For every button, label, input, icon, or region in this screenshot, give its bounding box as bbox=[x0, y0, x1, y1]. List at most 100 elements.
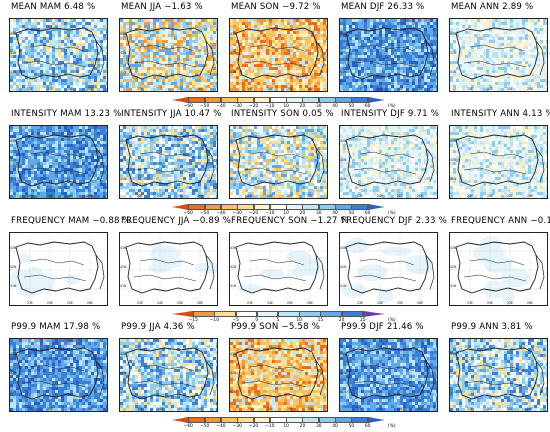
country-border bbox=[345, 27, 429, 80]
panel-title: MEAN MAM 6.48 % bbox=[11, 2, 96, 12]
longitude-tick-label: 23E bbox=[357, 194, 364, 198]
colorbar-swatch bbox=[335, 97, 352, 103]
panel-title: INTENSITY MAM 13.23 % bbox=[11, 109, 122, 119]
colorbar-tick-label: 10 bbox=[283, 104, 289, 109]
latitude-tick-label: 43N bbox=[340, 139, 347, 143]
map-field bbox=[10, 19, 107, 91]
latitude-tick-label: 42N bbox=[450, 371, 457, 375]
region-border bbox=[359, 44, 415, 52]
colorbar-swatch bbox=[188, 97, 206, 103]
latitude-tick-label: 41N bbox=[340, 177, 347, 181]
map-field bbox=[10, 339, 107, 411]
region-border bbox=[133, 60, 197, 68]
map-field bbox=[120, 339, 217, 411]
colorbar-swatch bbox=[204, 417, 222, 423]
field-blotch bbox=[500, 267, 531, 288]
map-field bbox=[120, 126, 217, 198]
map-field bbox=[340, 126, 437, 198]
longitude-tick-label: 25E bbox=[67, 87, 74, 91]
colorbar-tick-label: −60 bbox=[183, 424, 193, 429]
latitude-tick-label: 43N bbox=[120, 352, 127, 356]
country-border bbox=[15, 134, 99, 187]
country-border bbox=[125, 241, 209, 294]
colorbar-swatch bbox=[318, 204, 336, 210]
longitude-tick-label: 25E bbox=[67, 194, 74, 198]
latitude-tick-label: 42N bbox=[230, 51, 237, 55]
region-border bbox=[29, 44, 85, 52]
colorbar-tick-label: 20 bbox=[338, 318, 345, 323]
longitude-tick-label: 26E bbox=[417, 194, 424, 198]
latitude-tick-label: 41N bbox=[230, 177, 237, 181]
coastline bbox=[535, 147, 545, 183]
colorbar-p999: −60 −50 −40 −30 −20 −10 10 20 30 40 50 60 (%) bbox=[172, 417, 396, 429]
colorbar-swatch bbox=[367, 417, 385, 423]
longitude-tick-label: 23E bbox=[27, 87, 34, 91]
map-field bbox=[340, 233, 437, 305]
longitude-tick-label: 26E bbox=[87, 194, 94, 198]
colorbar-tick-label: 30 bbox=[315, 104, 322, 109]
longitude-tick-label: 24E bbox=[377, 301, 384, 305]
colorbar-tick-label: 50 bbox=[348, 424, 355, 429]
field-blotch bbox=[357, 264, 388, 282]
latitude-tick-label: 41N bbox=[120, 177, 127, 181]
colorbar-tick-label: 40 bbox=[332, 104, 338, 109]
longitude-tick-label: 26E bbox=[87, 87, 94, 91]
coastline bbox=[95, 360, 105, 396]
region-border bbox=[29, 258, 85, 266]
colorbar-tick-label: 60 bbox=[364, 424, 371, 429]
longitude-tick-label: 24E bbox=[487, 301, 494, 305]
region-border bbox=[353, 380, 417, 388]
coastline bbox=[95, 254, 105, 290]
longitude-tick-label: 25E bbox=[397, 87, 404, 91]
map-field bbox=[450, 233, 547, 305]
map-field bbox=[120, 233, 217, 305]
colorbar-mean: −60 −50 −40 −30 −20 −10 10 20 30 40 50 60 (%) bbox=[172, 97, 396, 109]
colorbar-tick-label: 40 bbox=[332, 211, 338, 216]
map-field bbox=[340, 19, 437, 91]
panel-title: INTENSITY DJF 9.71 % bbox=[341, 109, 440, 119]
panel-title: P99.9 MAM 17.98 % bbox=[11, 322, 101, 332]
map-field bbox=[450, 126, 547, 198]
colorbar-swatch bbox=[237, 204, 255, 210]
colorbar-swatch bbox=[286, 97, 303, 103]
region-border bbox=[23, 60, 87, 68]
latitude-tick-label: 41N bbox=[10, 284, 17, 288]
colorbar-unit: (%) bbox=[388, 211, 396, 216]
region-border bbox=[29, 151, 85, 159]
latitude-tick-label: 41N bbox=[450, 390, 457, 394]
coastline bbox=[535, 254, 545, 290]
colorbar-swatch bbox=[188, 204, 206, 210]
country-border bbox=[455, 241, 539, 294]
field-cells bbox=[340, 19, 437, 91]
longitude-tick-label: 23E bbox=[467, 407, 474, 411]
field-cells bbox=[120, 126, 217, 198]
region-border bbox=[249, 44, 305, 52]
longitude-tick-label: 26E bbox=[197, 87, 204, 91]
longitude-tick-label: 26E bbox=[527, 301, 534, 305]
colorbar-tick-label: −30 bbox=[232, 211, 242, 216]
colorbar-tick-label: −10 bbox=[209, 318, 220, 323]
field-blotch bbox=[152, 242, 165, 260]
latitude-tick-label: 41N bbox=[120, 390, 127, 394]
region-border bbox=[469, 151, 525, 159]
coastline bbox=[535, 360, 545, 396]
latitude-tick-label: 41N bbox=[450, 177, 457, 181]
latitude-tick-label: 41N bbox=[340, 284, 347, 288]
colorbar-swatch bbox=[235, 311, 258, 317]
colorbar-swatch bbox=[335, 417, 352, 423]
coastline bbox=[315, 40, 325, 76]
longitude-tick-label: 25E bbox=[507, 87, 514, 91]
field-blotch bbox=[404, 254, 434, 275]
colorbar-tick-label: −20 bbox=[248, 211, 259, 216]
colorbar-tick-label: −50 bbox=[199, 424, 210, 429]
latitude-tick-label: 43N bbox=[10, 139, 17, 143]
map-frame bbox=[9, 18, 108, 92]
latitude-tick-label: 41N bbox=[10, 70, 17, 74]
region-border bbox=[243, 60, 307, 68]
longitude-tick-label: 23E bbox=[27, 194, 34, 198]
field-blotch bbox=[483, 255, 513, 274]
map-frame bbox=[339, 338, 438, 412]
longitude-tick-label: 26E bbox=[527, 87, 534, 91]
field-cells bbox=[230, 126, 327, 198]
map-frame bbox=[9, 338, 108, 412]
